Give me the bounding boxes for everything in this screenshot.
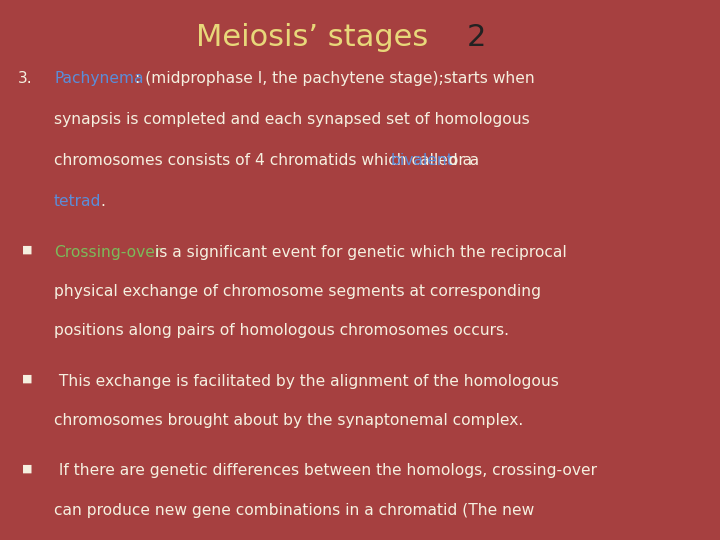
Text: tetrad: tetrad [54, 194, 102, 210]
Text: synapsis is completed and each synapsed set of homologous: synapsis is completed and each synapsed … [54, 112, 530, 127]
Text: ■: ■ [22, 374, 32, 384]
Text: or a: or a [444, 153, 480, 168]
Text: can produce new gene combinations in a chromatid (The new: can produce new gene combinations in a c… [54, 503, 534, 518]
Text: Crossing-over: Crossing-over [54, 245, 161, 260]
Text: Pachynema: Pachynema [54, 71, 143, 86]
Text: chromosomes brought about by the synaptonemal complex.: chromosomes brought about by the synapto… [54, 413, 523, 428]
Text: This exchange is facilitated by the alignment of the homologous: This exchange is facilitated by the alig… [54, 374, 559, 389]
Text: Meiosis’ stages: Meiosis’ stages [196, 23, 438, 52]
Text: positions along pairs of homologous chromosomes occurs.: positions along pairs of homologous chro… [54, 323, 509, 339]
Text: ■: ■ [22, 463, 32, 474]
Text: If there are genetic differences between the homologs, crossing-over: If there are genetic differences between… [54, 463, 597, 478]
Text: : (midprophase I, the pachytene stage);starts when: : (midprophase I, the pachytene stage);s… [135, 71, 535, 86]
Text: physical exchange of chromosome segments at corresponding: physical exchange of chromosome segments… [54, 284, 541, 299]
Text: 2: 2 [467, 23, 486, 52]
Text: is a significant event for genetic which the reciprocal: is a significant event for genetic which… [150, 245, 567, 260]
Text: .: . [101, 194, 106, 210]
Text: chromosomes consists of 4 chromatids which called a: chromosomes consists of 4 chromatids whi… [54, 153, 477, 168]
Text: bivalent: bivalent [391, 153, 454, 168]
Text: ■: ■ [22, 245, 32, 255]
Text: 3.: 3. [18, 71, 32, 86]
